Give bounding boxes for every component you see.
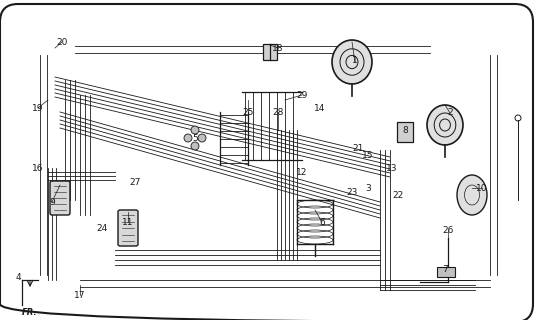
Text: 2: 2 — [447, 108, 453, 116]
Text: 25: 25 — [242, 108, 254, 116]
Bar — [437, 267, 455, 277]
Text: 16: 16 — [32, 164, 44, 172]
Text: 29: 29 — [296, 91, 308, 100]
Text: 17: 17 — [74, 291, 86, 300]
Circle shape — [198, 134, 206, 142]
Ellipse shape — [332, 40, 372, 84]
Text: 23: 23 — [346, 188, 358, 196]
Bar — [263, 44, 277, 60]
Text: 18: 18 — [272, 44, 284, 52]
Ellipse shape — [427, 105, 463, 145]
Text: 11: 11 — [123, 218, 134, 227]
FancyBboxPatch shape — [50, 181, 70, 215]
Text: 22: 22 — [392, 190, 403, 199]
Text: 10: 10 — [476, 183, 488, 193]
Text: 24: 24 — [96, 223, 108, 233]
Text: 27: 27 — [129, 178, 141, 187]
Text: 4: 4 — [15, 274, 21, 283]
Circle shape — [191, 126, 199, 134]
Ellipse shape — [457, 175, 487, 215]
Text: 28: 28 — [272, 108, 284, 116]
Text: 5: 5 — [192, 133, 198, 142]
Text: 21: 21 — [353, 143, 364, 153]
Text: FR.: FR. — [22, 308, 37, 317]
Text: 12: 12 — [296, 167, 308, 177]
Circle shape — [184, 134, 192, 142]
Text: 26: 26 — [442, 226, 454, 235]
Text: 8: 8 — [402, 125, 408, 134]
Text: 13: 13 — [386, 164, 398, 172]
Text: 3: 3 — [365, 183, 371, 193]
Text: 20: 20 — [56, 37, 68, 46]
Bar — [397, 122, 413, 142]
Text: 1: 1 — [352, 55, 358, 65]
Text: 19: 19 — [32, 103, 44, 113]
Circle shape — [191, 142, 199, 150]
FancyBboxPatch shape — [118, 210, 138, 246]
Text: 6: 6 — [319, 218, 325, 227]
Text: 15: 15 — [362, 150, 374, 159]
Text: 9: 9 — [49, 197, 55, 206]
Text: 14: 14 — [314, 103, 326, 113]
Text: 7: 7 — [442, 266, 448, 275]
